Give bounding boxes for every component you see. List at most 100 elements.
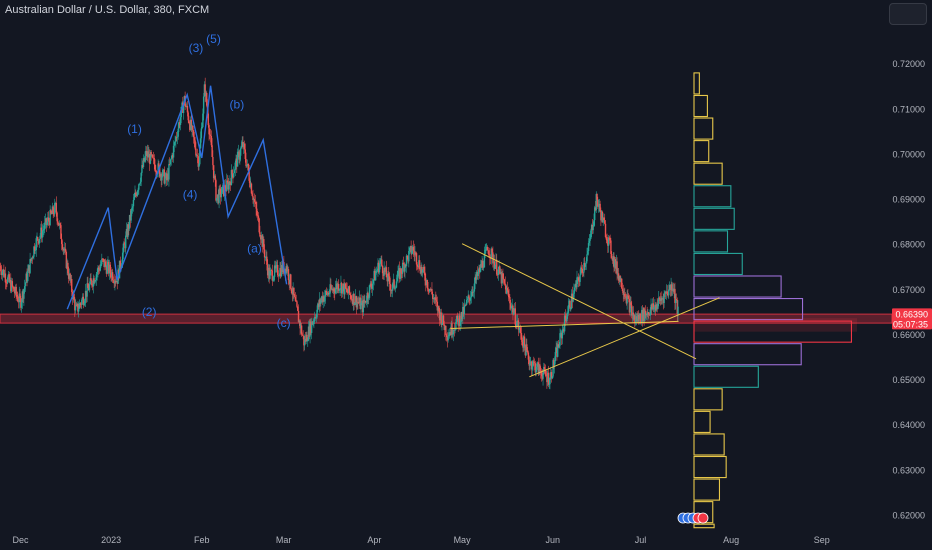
candle-body — [239, 155, 241, 160]
candle — [529, 357, 532, 366]
candle-body — [337, 283, 340, 291]
candle-body — [276, 264, 278, 266]
trendline[interactable] — [461, 243, 697, 360]
candle — [186, 101, 189, 117]
candle — [54, 198, 56, 218]
candle — [104, 259, 106, 268]
candle-body — [620, 278, 622, 283]
candle-body — [590, 224, 593, 231]
candle-body — [397, 270, 399, 278]
candle — [233, 166, 235, 179]
candle — [56, 211, 58, 225]
candle — [216, 197, 218, 203]
candle-body — [13, 291, 16, 294]
wave-path[interactable] — [66, 85, 288, 310]
candle — [596, 193, 598, 207]
candle — [468, 294, 470, 304]
candle — [185, 102, 188, 109]
candle-body — [389, 283, 392, 291]
candle — [357, 297, 359, 310]
candle-body — [438, 306, 440, 312]
candle-body — [55, 202, 58, 213]
candle-body — [174, 141, 176, 143]
candle — [210, 130, 213, 147]
candle — [285, 263, 287, 276]
candle — [546, 370, 548, 389]
candle — [204, 77, 206, 103]
candle — [104, 258, 107, 270]
candle-body — [408, 251, 410, 262]
trendline[interactable] — [450, 320, 679, 330]
candle-body — [245, 159, 247, 167]
candle-body — [79, 303, 81, 305]
candle-body — [114, 280, 116, 284]
candle-body — [451, 323, 453, 335]
candle-body — [614, 259, 617, 269]
candle-body — [612, 256, 614, 261]
trendline-drawings[interactable] — [450, 243, 720, 378]
candle — [360, 298, 362, 314]
candle-body — [23, 286, 26, 290]
candle-body — [489, 254, 491, 259]
time-axis[interactable]: Dec 2023 Feb Mar Apr May Jun Jul Aug Sep — [12, 535, 829, 545]
candle-body — [218, 188, 220, 203]
candle-body — [60, 225, 62, 239]
candle — [111, 269, 113, 282]
candle — [524, 344, 526, 358]
candle — [630, 296, 632, 309]
candle-body — [478, 267, 480, 272]
candle-body — [1, 271, 4, 276]
candle-body — [661, 298, 663, 300]
symbol-title[interactable]: Australian Dollar / U.S. Dollar, 380, FX… — [5, 4, 210, 16]
chart-settings-box[interactable] — [889, 3, 927, 25]
candle-body — [381, 265, 384, 274]
candle-body — [534, 363, 537, 373]
candle — [307, 337, 309, 347]
candle-body — [300, 325, 302, 329]
candle-body — [11, 281, 14, 287]
candle — [549, 372, 551, 390]
wave-label: (3) — [189, 41, 204, 55]
elliott-wave-drawing[interactable]: (1)(2)(3)(4)(5)(a)(b)(c) — [66, 32, 291, 330]
candle — [440, 308, 442, 328]
candle-body — [560, 332, 562, 334]
candle-body — [544, 369, 547, 375]
candle — [612, 252, 614, 267]
candle — [52, 205, 54, 219]
candle-body — [406, 255, 408, 257]
candle — [453, 322, 456, 337]
candle-body — [200, 128, 203, 139]
trendline[interactable] — [529, 297, 720, 378]
candle-body — [73, 293, 75, 300]
candle-body — [295, 300, 297, 302]
candle-body — [47, 217, 50, 221]
candle-body — [422, 266, 425, 270]
candle-body — [169, 159, 172, 165]
candle-body — [205, 92, 207, 96]
candle — [77, 301, 80, 318]
candle-body — [463, 305, 466, 315]
candle-body — [253, 199, 256, 202]
candle — [490, 246, 493, 265]
candle — [491, 248, 493, 258]
candle — [260, 234, 262, 245]
time-tick-label: May — [454, 535, 472, 545]
candle-body — [23, 289, 25, 299]
candle-body — [666, 291, 668, 294]
candle — [5, 279, 7, 290]
candle-body — [336, 283, 338, 290]
candle — [648, 311, 650, 319]
candle-body — [361, 300, 363, 303]
candle — [241, 136, 243, 147]
candle — [615, 254, 618, 274]
candle — [430, 288, 432, 291]
event-marker[interactable] — [697, 512, 709, 524]
candle — [505, 285, 507, 294]
candle-body — [675, 299, 677, 303]
candle — [355, 295, 358, 315]
candle-body — [196, 155, 199, 157]
price-axis[interactable]: 0.730000.720000.710000.700000.690000.680… — [892, 14, 925, 520]
candle — [528, 355, 530, 370]
candle-body — [505, 285, 507, 294]
